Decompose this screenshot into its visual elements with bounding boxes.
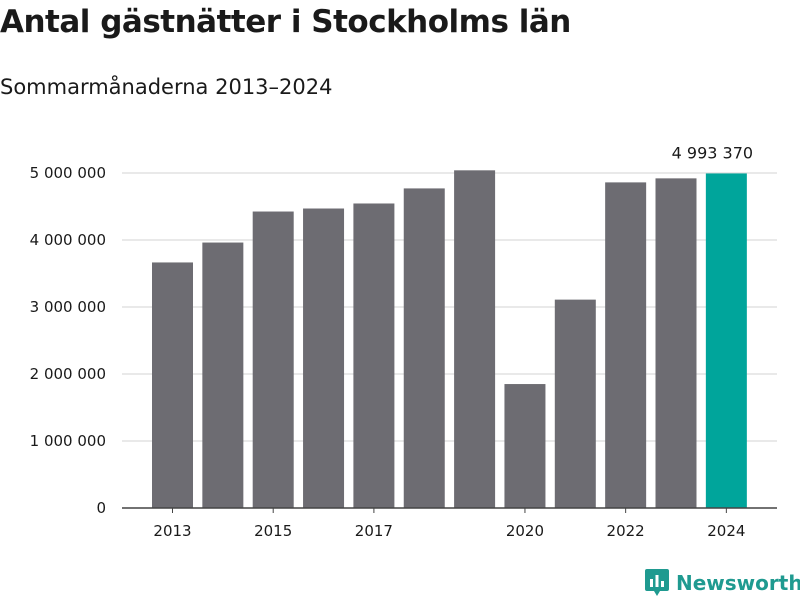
y-tick-label: 0 (96, 499, 106, 517)
bar-2018 (403, 188, 445, 508)
x-tick-label: 2020 (506, 522, 544, 540)
bar-2020 (504, 384, 546, 508)
y-tick-label: 1 000 000 (30, 432, 106, 450)
chart-title: Antal gästnätter i Stockholms län (0, 4, 571, 40)
x-tick-label: 2013 (153, 522, 191, 540)
y-tick-label: 3 000 000 (30, 298, 106, 316)
y-tick-label: 5 000 000 (30, 164, 106, 182)
bar-2021 (554, 299, 596, 508)
bar-2024 (705, 173, 747, 508)
bar-2022 (605, 182, 647, 508)
bar-2014 (202, 242, 244, 508)
chart-subtitle: Sommarmånaderna 2013–2024 (0, 75, 333, 99)
bar-2019 (454, 170, 496, 508)
x-tick-label: 2017 (355, 522, 393, 540)
bar-value-label: 4 993 370 (672, 143, 753, 162)
bar-2013 (152, 262, 193, 508)
x-tick-label: 2022 (607, 522, 645, 540)
y-tick-label: 4 000 000 (30, 231, 106, 249)
brand-name: Newsworthy (676, 571, 800, 595)
x-tick-label: 2015 (254, 522, 292, 540)
y-tick-label: 2 000 000 (30, 365, 106, 383)
newsworthy-logo-icon (645, 569, 669, 596)
x-tick-label: 2024 (707, 522, 745, 540)
brand-logo: Newsworthy (644, 568, 800, 598)
bar-2015 (252, 211, 294, 508)
bar-2023 (655, 178, 697, 509)
bar-2017 (353, 203, 395, 509)
bar-2016 (303, 208, 345, 508)
